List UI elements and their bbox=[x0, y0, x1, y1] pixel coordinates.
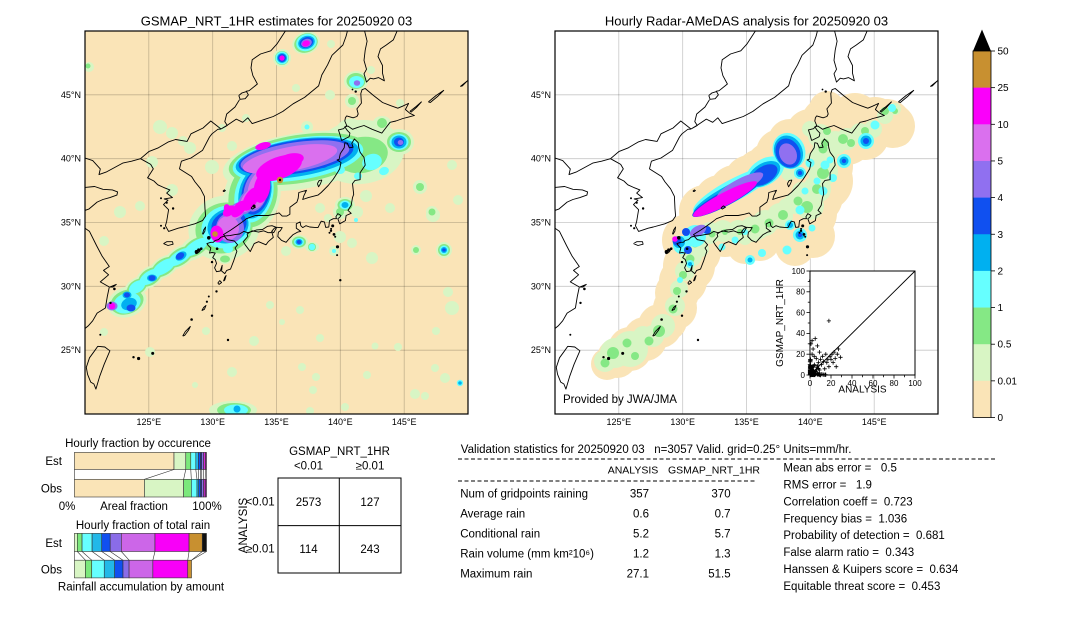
svg-text:50: 50 bbox=[998, 47, 1010, 58]
svg-text:40: 40 bbox=[848, 379, 857, 388]
svg-text:Provided by JWA/JMA: Provided by JWA/JMA bbox=[563, 394, 677, 406]
svg-text:≥0.01: ≥0.01 bbox=[246, 544, 275, 556]
svg-text:20: 20 bbox=[796, 350, 805, 359]
svg-text:125°E: 125°E bbox=[136, 417, 161, 427]
svg-text:51.5: 51.5 bbox=[708, 569, 730, 581]
svg-text:ANALYSIS: ANALYSIS bbox=[608, 465, 659, 477]
svg-text:60: 60 bbox=[796, 308, 805, 317]
svg-text:27.1: 27.1 bbox=[627, 569, 649, 581]
svg-text:5: 5 bbox=[998, 156, 1004, 167]
svg-text:20: 20 bbox=[827, 379, 836, 388]
svg-text:1.3: 1.3 bbox=[715, 549, 731, 561]
svg-text:Hourly fraction of total rain: Hourly fraction of total rain bbox=[76, 520, 210, 532]
svg-text:Hourly fraction by occurence: Hourly fraction by occurence bbox=[65, 438, 211, 450]
svg-text:1.2: 1.2 bbox=[633, 549, 649, 561]
svg-text:3: 3 bbox=[998, 230, 1004, 241]
svg-text:≥0.01: ≥0.01 bbox=[356, 461, 385, 473]
svg-text:ANALYSIS: ANALYSIS bbox=[838, 385, 886, 396]
svg-text:100%: 100% bbox=[192, 501, 221, 513]
svg-text:5.7: 5.7 bbox=[715, 529, 731, 541]
svg-text:40°N: 40°N bbox=[531, 154, 551, 164]
svg-text:125°E: 125°E bbox=[606, 417, 631, 427]
svg-text:Conditional rain: Conditional rain bbox=[460, 529, 540, 541]
svg-text:Probability of detection = 0.: Probability of detection = 0.681 bbox=[783, 530, 944, 542]
svg-text:0.5: 0.5 bbox=[998, 340, 1012, 351]
svg-text:114: 114 bbox=[299, 544, 318, 556]
svg-text:45°N: 45°N bbox=[61, 90, 81, 100]
svg-text:GSMAP_NRT_1HR estimates for 20: GSMAP_NRT_1HR estimates for 20250920 03 bbox=[141, 14, 412, 29]
svg-text:140°E: 140°E bbox=[328, 417, 353, 427]
svg-text:0.6: 0.6 bbox=[633, 509, 649, 521]
svg-text:145°E: 145°E bbox=[862, 417, 887, 427]
svg-text:80: 80 bbox=[890, 379, 899, 388]
svg-text:357: 357 bbox=[630, 489, 649, 501]
svg-text:Equitable threat score = 0.45: Equitable threat score = 0.453 bbox=[783, 581, 940, 593]
svg-text:Est: Est bbox=[45, 456, 62, 468]
svg-text:370: 370 bbox=[711, 489, 730, 501]
svg-text:30°N: 30°N bbox=[61, 281, 81, 291]
svg-text:10: 10 bbox=[998, 120, 1010, 131]
svg-text:35°N: 35°N bbox=[531, 218, 551, 228]
svg-text:RMS error = 1.9: RMS error = 1.9 bbox=[783, 479, 872, 491]
svg-text:2573: 2573 bbox=[296, 497, 322, 509]
svg-text:Rain volume (mm km²10⁶): Rain volume (mm km²10⁶) bbox=[460, 549, 594, 561]
svg-text:80: 80 bbox=[796, 288, 805, 297]
svg-text:Hourly Radar-AMeDAS analysis f: Hourly Radar-AMeDAS analysis for 2025092… bbox=[605, 14, 888, 29]
svg-text:Maximum rain: Maximum rain bbox=[460, 569, 532, 581]
svg-text:False alarm ratio = 0.343: False alarm ratio = 0.343 bbox=[783, 547, 914, 559]
svg-text:100: 100 bbox=[792, 267, 806, 276]
svg-text:ANALYSIS: ANALYSIS bbox=[238, 497, 250, 553]
svg-text:Areal fraction: Areal fraction bbox=[100, 501, 168, 513]
svg-text:135°E: 135°E bbox=[264, 417, 289, 427]
svg-text:Obs: Obs bbox=[41, 565, 62, 577]
svg-text:Validation statistics for 2025: Validation statistics for 20250920 03 n=… bbox=[461, 444, 852, 456]
svg-text:5.2: 5.2 bbox=[633, 529, 649, 541]
svg-text:GSMAP_NRT_1HR: GSMAP_NRT_1HR bbox=[289, 446, 390, 458]
svg-text:Rainfall accumulation by amoun: Rainfall accumulation by amount bbox=[58, 582, 225, 594]
svg-text:4: 4 bbox=[998, 193, 1004, 204]
svg-text:243: 243 bbox=[360, 544, 379, 556]
svg-text:40°N: 40°N bbox=[61, 154, 81, 164]
svg-text:127: 127 bbox=[360, 497, 379, 509]
svg-text:<0.01: <0.01 bbox=[294, 461, 323, 473]
svg-text:0%: 0% bbox=[59, 501, 76, 513]
svg-text:GSMAP_NRT_1HR: GSMAP_NRT_1HR bbox=[668, 465, 760, 477]
svg-text:0.7: 0.7 bbox=[715, 509, 731, 521]
svg-text:Correlation coeff = 0.723: Correlation coeff = 0.723 bbox=[783, 496, 912, 508]
svg-text:135°E: 135°E bbox=[734, 417, 759, 427]
svg-text:35°N: 35°N bbox=[61, 218, 81, 228]
svg-text:130°E: 130°E bbox=[200, 417, 225, 427]
svg-text:Num of gridpoints raining: Num of gridpoints raining bbox=[460, 489, 588, 501]
svg-text:0: 0 bbox=[801, 371, 806, 380]
svg-text:60: 60 bbox=[869, 379, 878, 388]
svg-text:0: 0 bbox=[808, 379, 813, 388]
svg-text:40: 40 bbox=[796, 329, 805, 338]
svg-text:0.01: 0.01 bbox=[998, 376, 1018, 387]
svg-text:Average rain: Average rain bbox=[460, 509, 525, 521]
svg-text:25°N: 25°N bbox=[531, 345, 551, 355]
svg-text:130°E: 130°E bbox=[670, 417, 695, 427]
svg-text:Hanssen & Kuipers score = 0.6: Hanssen & Kuipers score = 0.634 bbox=[783, 564, 958, 576]
svg-text:0: 0 bbox=[998, 413, 1004, 424]
svg-text:25: 25 bbox=[998, 83, 1010, 94]
svg-text:Obs: Obs bbox=[41, 484, 62, 496]
svg-text:Frequency bias = 1.036: Frequency bias = 1.036 bbox=[783, 513, 907, 525]
svg-text:45°N: 45°N bbox=[531, 90, 551, 100]
svg-text:30°N: 30°N bbox=[531, 281, 551, 291]
svg-text:<0.01: <0.01 bbox=[246, 497, 275, 509]
svg-text:145°E: 145°E bbox=[392, 417, 417, 427]
svg-text:GSMAP_NRT_1HR: GSMAP_NRT_1HR bbox=[775, 279, 786, 367]
svg-text:100: 100 bbox=[908, 379, 922, 388]
svg-text:2: 2 bbox=[998, 266, 1004, 277]
svg-text:Mean abs error = 0.5: Mean abs error = 0.5 bbox=[783, 463, 896, 475]
svg-text:140°E: 140°E bbox=[798, 417, 823, 427]
svg-text:Est: Est bbox=[45, 538, 62, 550]
svg-text:1: 1 bbox=[998, 303, 1004, 314]
svg-text:25°N: 25°N bbox=[61, 345, 81, 355]
